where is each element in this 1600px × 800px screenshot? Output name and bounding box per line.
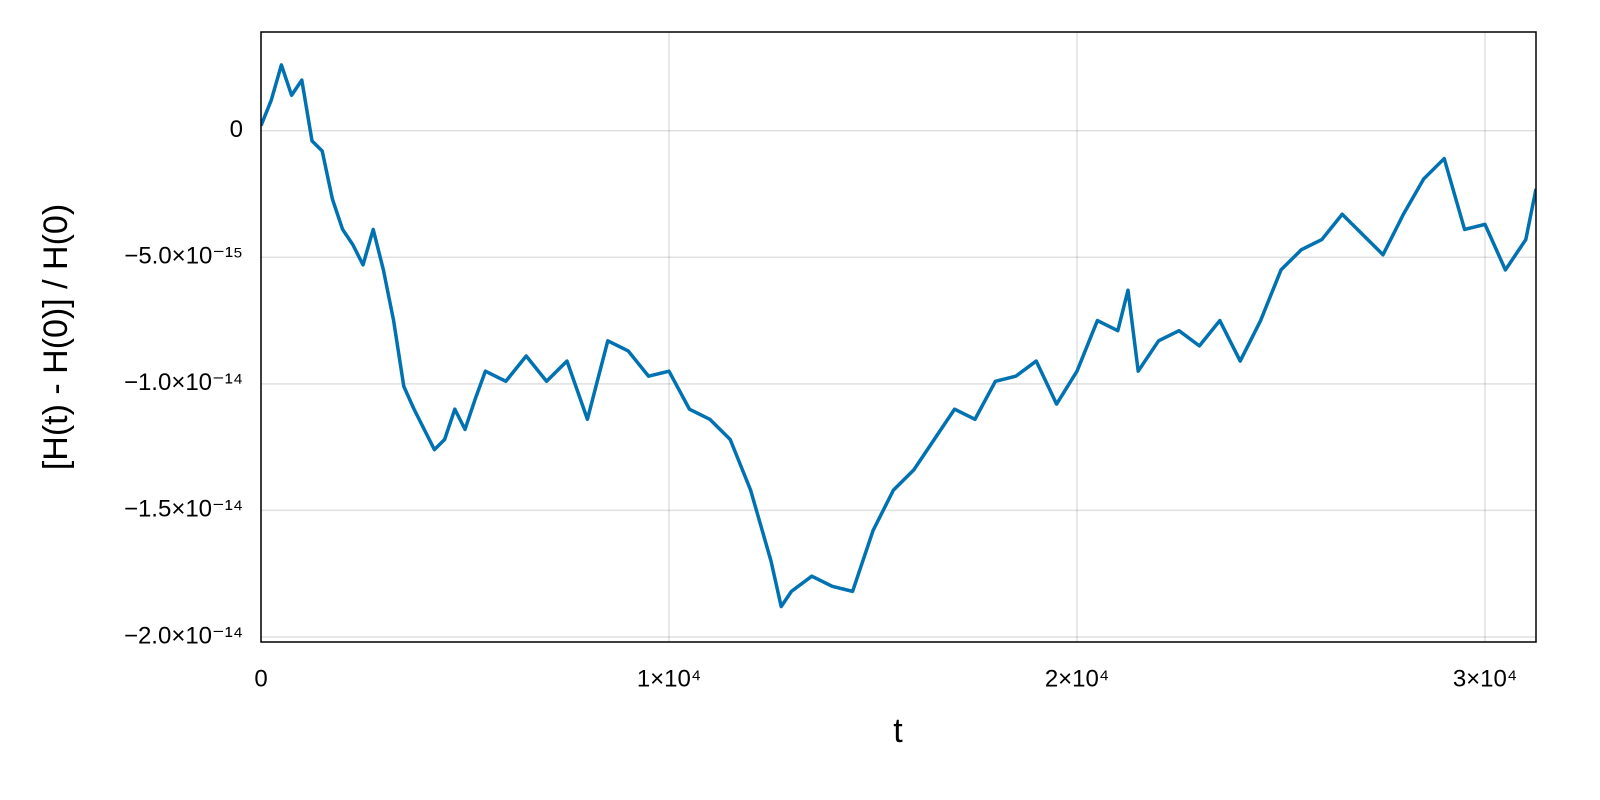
y-tick-label: −1.0×10⁻¹⁴ [124,369,243,396]
y-tick-label: −5.0×10⁻¹⁵ [124,243,243,270]
data-line [261,63,1536,609]
x-axis-title: t [893,712,903,750]
x-tick-label: 3×10⁴ [1453,665,1517,692]
y-tick-label: −1.5×10⁻¹⁴ [124,496,243,523]
y-axis-title: [H(t) - H(0)] / H(0) [37,204,75,470]
x-tick-label: 2×10⁴ [1045,665,1109,692]
y-tick-label: −2.0×10⁻¹⁴ [124,622,243,649]
x-tick-label: 1×10⁴ [637,665,701,692]
y-tick-label: 0 [230,116,243,143]
x-tick-label: 0 [254,665,267,692]
plot-frame [260,31,1537,643]
